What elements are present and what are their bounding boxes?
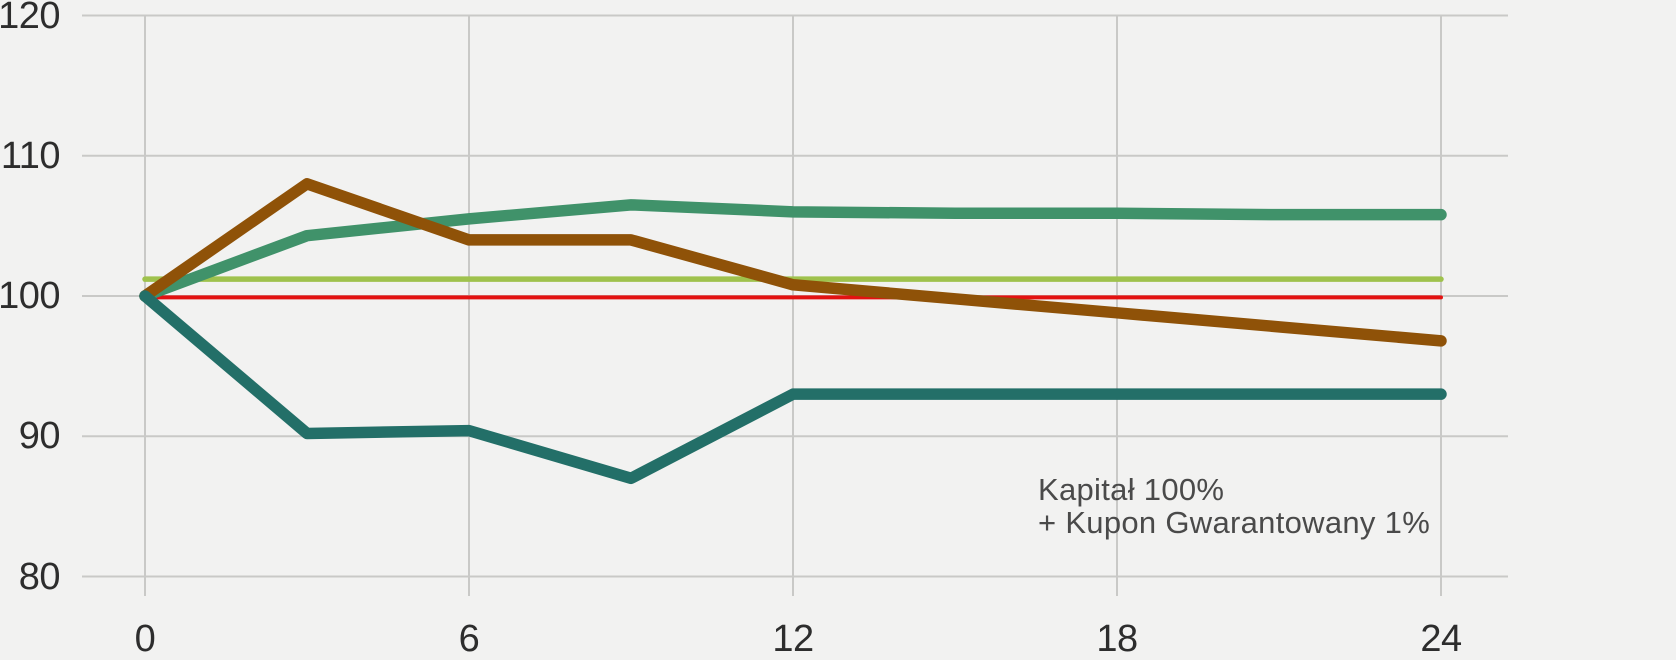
x-tick-label-12: 12 [772,618,814,660]
x-tick-label-0: 0 [134,618,156,660]
x-tick-label-6: 6 [458,618,480,660]
y-tick-label-100: 100 [0,275,61,317]
x-tick-label-18: 18 [1096,618,1138,660]
y-tick-label-90: 90 [18,415,61,457]
y-tick-label-120: 120 [0,0,61,37]
y-tick-label-110: 110 [0,135,61,177]
x-tick-label-24: 24 [1420,618,1462,660]
annotation-line-1: Kapitał 100% [1038,472,1225,507]
scenario-line-teal [139,290,1447,485]
scenario-line-brown [139,178,1447,347]
y-tick-label-80: 80 [18,556,61,598]
annotation-guaranteed: Kapitał 100% + Kupon Gwarantowany 1% [1038,473,1430,539]
annotation-line-2: + Kupon Gwarantowany 1% [1038,505,1431,540]
scenario-line-green [139,199,1447,302]
